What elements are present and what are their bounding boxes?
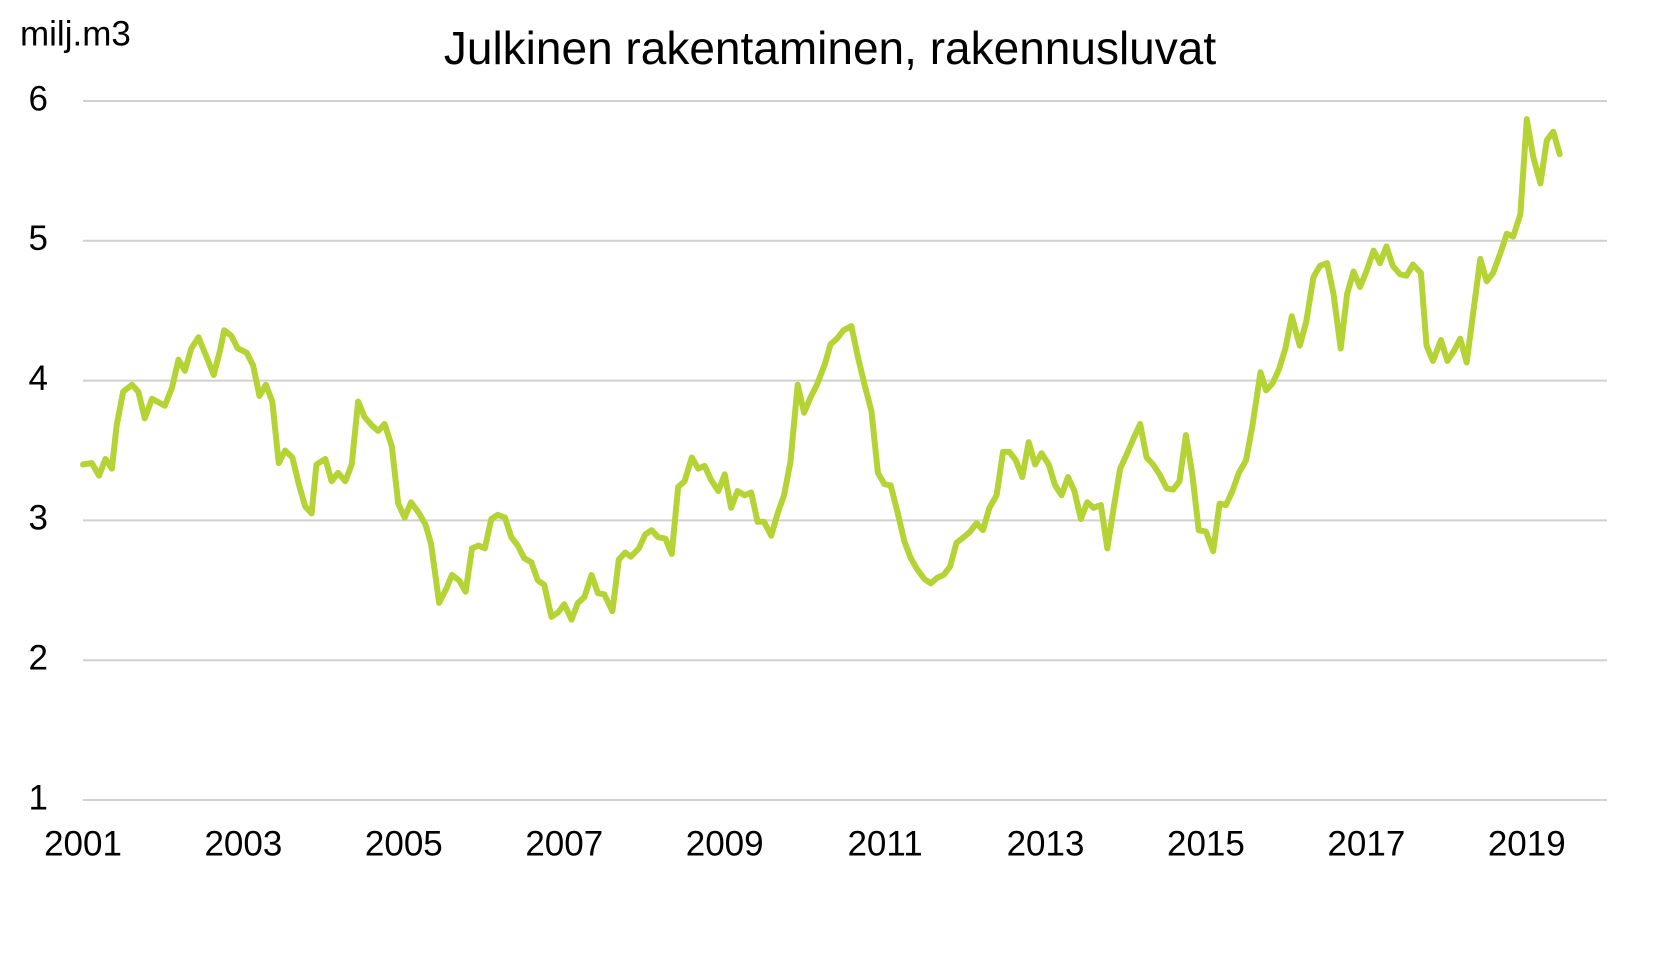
x-tick-label: 2015 bbox=[1167, 824, 1245, 863]
y-tick-label: 1 bbox=[29, 778, 48, 817]
y-tick-label: 6 bbox=[29, 79, 48, 118]
x-tick-label: 2007 bbox=[525, 824, 603, 863]
x-tick-label: 2011 bbox=[847, 824, 922, 863]
y-tick-label: 2 bbox=[29, 638, 48, 677]
x-tick-label: 2019 bbox=[1488, 824, 1566, 863]
data-line bbox=[80, 116, 1563, 623]
x-tick-label: 2003 bbox=[204, 824, 282, 863]
y-axis-unit: milj.m3 bbox=[20, 14, 131, 53]
x-tick-label: 2013 bbox=[1007, 824, 1085, 863]
y-tick-label: 4 bbox=[29, 359, 48, 398]
y-tick-label: 3 bbox=[29, 499, 48, 538]
x-tick-label: 2017 bbox=[1327, 824, 1405, 863]
x-tick-label: 2001 bbox=[44, 824, 122, 863]
y-tick-label: 5 bbox=[29, 219, 48, 258]
x-tick-label: 2005 bbox=[365, 824, 443, 863]
chart-title: Julkinen rakentaminen, rakennusluvat bbox=[444, 22, 1216, 74]
x-tick-label: 2009 bbox=[686, 824, 764, 863]
